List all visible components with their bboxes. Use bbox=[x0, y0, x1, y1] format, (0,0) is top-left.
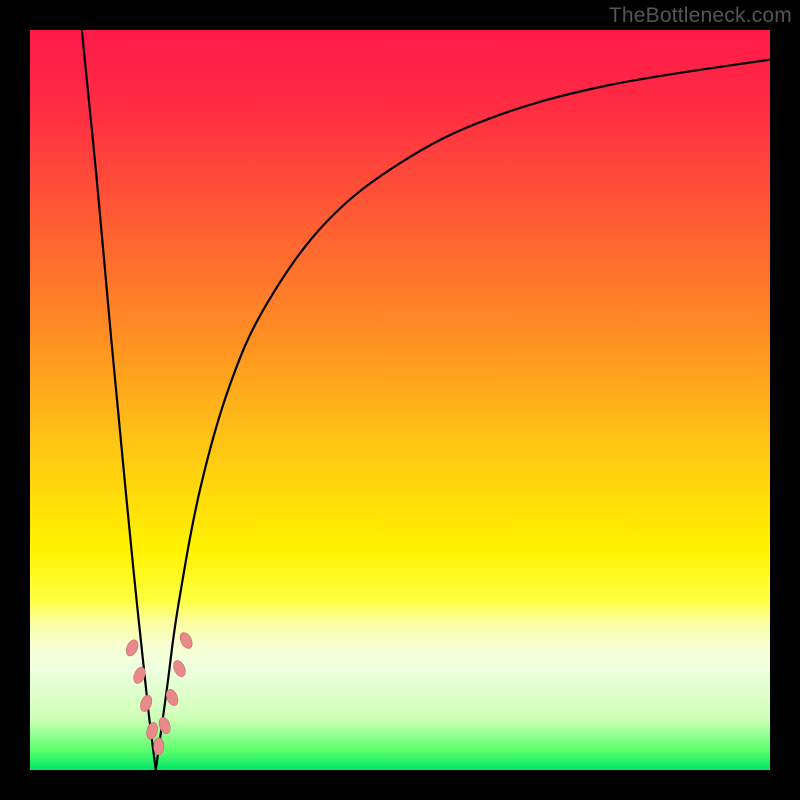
watermark-text: TheBottleneck.com bbox=[609, 4, 792, 28]
chart-frame: TheBottleneck.com bbox=[0, 0, 800, 800]
plot-area bbox=[30, 30, 770, 770]
background-gradient bbox=[30, 30, 770, 770]
